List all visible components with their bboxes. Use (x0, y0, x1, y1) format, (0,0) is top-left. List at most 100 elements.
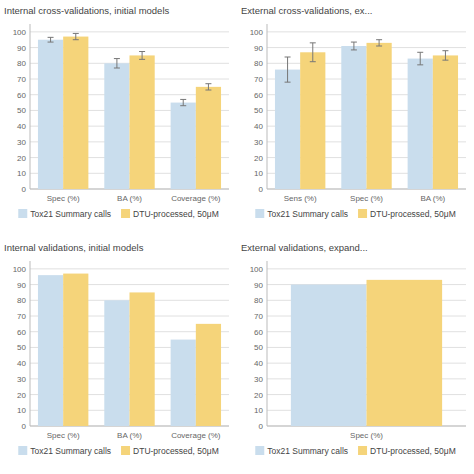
y-axis-line (30, 261, 31, 426)
x-tick-label: Spec (%) (47, 194, 80, 203)
bar (63, 37, 88, 189)
error-stem (208, 84, 209, 90)
y-tick-label: 90 (254, 281, 263, 290)
title: External cross-validations, ex... (241, 5, 372, 16)
error-stem (142, 52, 143, 60)
error-stem (116, 59, 117, 68)
legend-swatch (358, 446, 367, 455)
legend-label: Tox21 Summary calls (267, 446, 348, 456)
legend: Tox21 Summary callsDTU-processed, 50μM (18, 209, 218, 219)
error-cap (351, 49, 357, 50)
panel: External cross-validations, ex...0102030… (241, 5, 466, 219)
bar (38, 275, 63, 426)
bar (367, 280, 443, 426)
error-stem (50, 37, 51, 42)
error-stem (353, 42, 354, 50)
y-tick-label: 50 (17, 106, 26, 115)
bar (171, 103, 196, 189)
y-tick-label: 0 (259, 422, 264, 431)
y-tick-label: 10 (254, 406, 263, 415)
error-cap (285, 57, 291, 58)
error-cap (48, 37, 54, 38)
y-tick-label: 30 (254, 138, 263, 147)
error-stem (183, 99, 184, 105)
grid-line (30, 268, 229, 269)
error-cap (205, 90, 211, 91)
error-bar (351, 42, 357, 50)
error-bar (73, 33, 79, 39)
x-tick-label: Spec (%) (47, 431, 80, 440)
bar (341, 46, 366, 189)
error-cap (376, 46, 382, 47)
error-cap (73, 33, 79, 34)
error-cap (48, 42, 54, 43)
error-bar (48, 37, 54, 42)
error-cap (139, 51, 145, 52)
panel: Internal validations, initial models0102… (4, 242, 229, 456)
bar (433, 55, 458, 189)
error-bar (417, 52, 423, 65)
y-tick-label: 80 (254, 59, 263, 68)
error-cap (180, 105, 186, 106)
y-tick-label: 100 (13, 265, 27, 274)
y-tick-label: 60 (17, 91, 26, 100)
legend-swatch (358, 209, 367, 218)
y-tick-label: 100 (13, 28, 27, 37)
x-tick-label: Spec (%) (350, 194, 383, 203)
y-tick-label: 80 (254, 296, 263, 305)
error-bar (139, 52, 145, 60)
error-cap (417, 52, 423, 53)
error-cap (114, 58, 120, 59)
bar (171, 340, 196, 426)
y-tick-label: 40 (17, 359, 26, 368)
title: External validations, expand... (241, 242, 368, 253)
y-axis-line (267, 261, 268, 426)
legend-label: DTU-processed, 50μM (370, 209, 456, 219)
y-tick-label: 20 (254, 391, 263, 400)
error-cap (376, 39, 382, 40)
bar (408, 59, 433, 189)
error-cap (442, 60, 448, 61)
legend-label: Tox21 Summary calls (30, 209, 111, 219)
error-cap (351, 42, 357, 43)
y-tick-label: 70 (17, 75, 26, 84)
y-tick-label: 100 (250, 265, 264, 274)
bar (275, 70, 300, 189)
error-cap (139, 59, 145, 60)
legend-swatch (18, 446, 27, 455)
bar (196, 87, 221, 189)
error-cap (73, 39, 79, 40)
error-bar (285, 57, 291, 82)
grid-line (267, 31, 466, 32)
y-tick-label: 80 (17, 296, 26, 305)
grid-line (30, 31, 229, 32)
y-tick-label: 60 (254, 91, 263, 100)
error-stem (312, 43, 313, 62)
y-tick-label: 60 (254, 328, 263, 337)
y-tick-label: 100 (250, 28, 264, 37)
error-bar (205, 84, 211, 90)
legend-swatch (18, 209, 27, 218)
x-tick-label: BA (%) (117, 431, 142, 440)
plot-area (291, 280, 442, 426)
y-tick-label: 50 (254, 343, 263, 352)
error-stem (420, 52, 421, 65)
x-tick-label: Coverage (%) (171, 194, 221, 203)
error-cap (180, 99, 186, 100)
bar (63, 274, 88, 426)
figure: Internal cross-validations, initial mode… (0, 0, 474, 474)
bar (104, 63, 129, 189)
panel: External validations, expand...010203040… (241, 242, 466, 456)
bar (130, 55, 155, 189)
bar (104, 300, 129, 426)
error-bar (376, 40, 382, 46)
error-cap (285, 82, 291, 83)
legend-label: Tox21 Summary calls (267, 209, 348, 219)
y-axis-line (267, 24, 268, 189)
y-tick-label: 70 (17, 312, 26, 321)
y-tick-label: 0 (22, 185, 27, 194)
x-tick-label: BA (%) (420, 194, 445, 203)
error-cap (310, 42, 316, 43)
legend-swatch (255, 209, 264, 218)
legend: Tox21 Summary callsDTU-processed, 50μM (18, 446, 218, 456)
